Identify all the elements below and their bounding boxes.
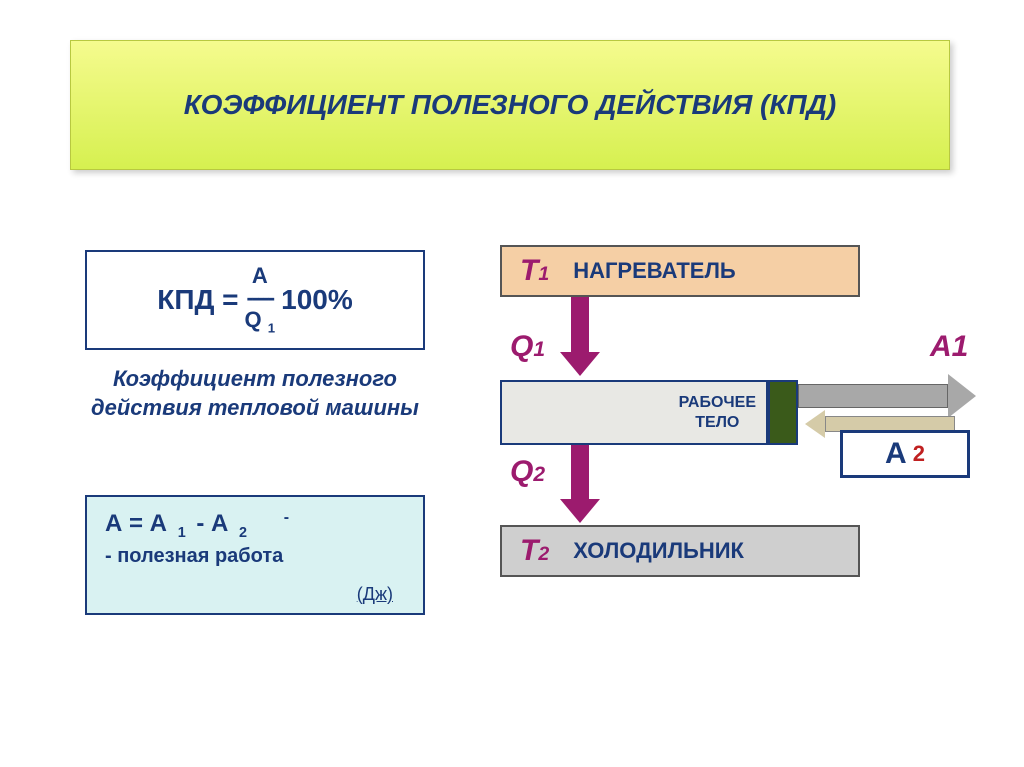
formula-numerator: А — [252, 265, 268, 287]
formula-dashes: ----- — [247, 287, 274, 309]
q2-label: Q2 — [510, 455, 545, 489]
work-formula-box: А = А 1 - А 2 - - полезная работа (Дж) — [85, 495, 425, 615]
working-body-label: РАБОЧЕЕ ТЕЛО — [679, 393, 756, 431]
work-label: - полезная работа — [105, 545, 405, 568]
title-banner: КОЭФФИЦИЕНТ ПОЛЕЗНОГО ДЕЙСТВИЯ (КПД) — [70, 40, 950, 170]
a2-2: 2 — [913, 441, 925, 467]
a1-label: А1 — [930, 330, 968, 364]
a2-a: А — [885, 437, 907, 471]
efficiency-formula: КПД = А ----- Q 1 100% — [157, 265, 353, 335]
working-body-box: РАБОЧЕЕ ТЕЛО — [500, 380, 768, 445]
cooler-box: Т2 ХОЛОДИЛЬНИК — [500, 525, 860, 577]
q1-label: Q1 — [510, 330, 545, 364]
work-formula: А = А 1 - А 2 - — [105, 509, 405, 541]
heater-label: НАГРЕВАТЕЛЬ — [573, 258, 736, 284]
efficiency-formula-box: КПД = А ----- Q 1 100% — [85, 250, 425, 350]
heater-box: Т1 НАГРЕВАТЕЛЬ — [500, 245, 860, 297]
page-title: КОЭФФИЦИЕНТ ПОЛЕЗНОГО ДЕЙСТВИЯ (КПД) — [184, 89, 836, 121]
formula-lhs: КПД = — [157, 284, 238, 316]
a2-box: А 2 — [840, 430, 970, 478]
work-unit: (Дж) — [357, 584, 393, 605]
formula-percent: 100% — [281, 284, 353, 316]
cooler-label: ХОЛОДИЛЬНИК — [573, 538, 744, 564]
t1-label: Т1 — [520, 254, 549, 288]
formula-caption: Коэффициент полезного действия тепловой … — [85, 365, 425, 422]
piston — [768, 380, 798, 445]
t2-label: Т2 — [520, 534, 549, 568]
formula-denominator: Q 1 — [245, 309, 276, 335]
formula-fraction: А ----- Q 1 — [245, 265, 276, 335]
